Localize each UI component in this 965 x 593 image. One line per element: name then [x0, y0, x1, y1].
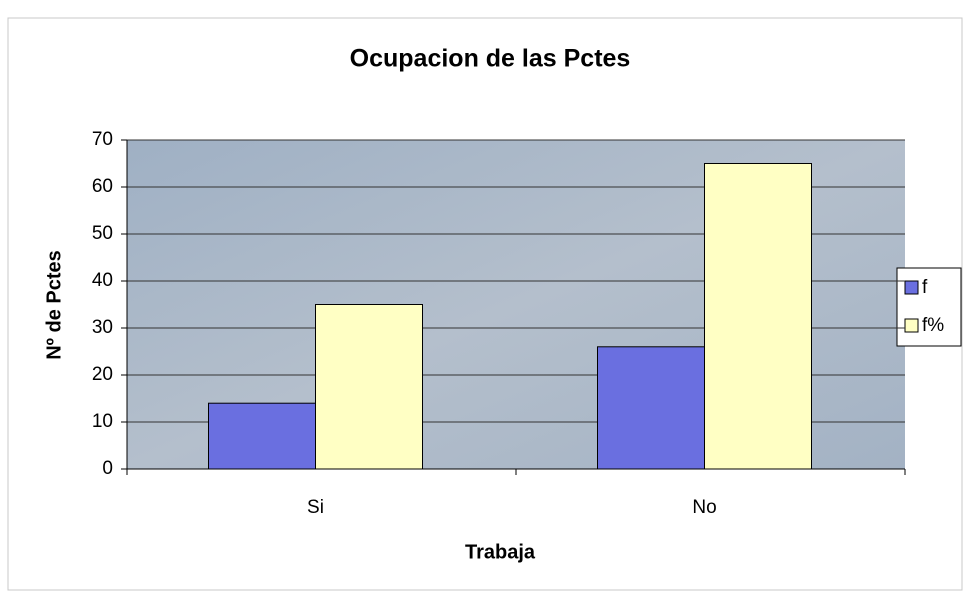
bar — [597, 346, 705, 470]
y-tick-label: 60 — [92, 176, 113, 197]
legend: f f% — [896, 267, 962, 347]
legend-swatch — [904, 318, 919, 333]
x-tick-label: No — [692, 497, 716, 518]
y-tick-label: 0 — [102, 458, 113, 479]
legend-label: f — [922, 277, 928, 298]
legend-swatch — [904, 280, 919, 295]
y-tick-label: 20 — [92, 364, 113, 385]
x-axis-title: Trabaja — [465, 541, 536, 563]
y-axis-title: Nº de Pctes — [43, 250, 65, 360]
y-tick-label: 10 — [92, 411, 113, 432]
y-tick-label: 70 — [92, 129, 113, 150]
chart-title: Ocupacion de las Pctes — [350, 45, 631, 73]
x-tick-label: Si — [307, 497, 324, 518]
legend-label: f% — [922, 315, 944, 336]
legend-box — [896, 267, 962, 347]
y-tick-label: 30 — [92, 317, 113, 338]
y-tick-label: 40 — [92, 270, 113, 291]
bar — [208, 402, 316, 470]
bar — [704, 163, 812, 470]
y-tick-label: 50 — [92, 223, 113, 244]
bar — [315, 304, 423, 470]
